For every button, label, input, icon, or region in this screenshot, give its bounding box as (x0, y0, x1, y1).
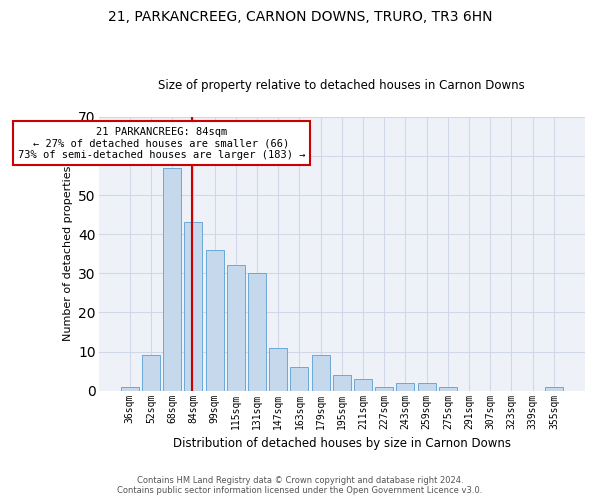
Text: Contains HM Land Registry data © Crown copyright and database right 2024.
Contai: Contains HM Land Registry data © Crown c… (118, 476, 482, 495)
Title: Size of property relative to detached houses in Carnon Downs: Size of property relative to detached ho… (158, 79, 525, 92)
Bar (545, 386, 563, 390)
Bar (142, 356, 160, 390)
Bar (375, 386, 393, 390)
Bar (227, 266, 245, 390)
Bar (121, 386, 139, 390)
Y-axis label: Number of detached properties: Number of detached properties (62, 166, 73, 342)
Text: 21 PARKANCREEG: 84sqm
← 27% of detached houses are smaller (66)
73% of semi-deta: 21 PARKANCREEG: 84sqm ← 27% of detached … (18, 126, 305, 160)
Bar (290, 367, 308, 390)
Bar (248, 274, 266, 390)
Bar (354, 379, 372, 390)
Bar (206, 250, 224, 390)
Bar (333, 375, 351, 390)
X-axis label: Distribution of detached houses by size in Carnon Downs: Distribution of detached houses by size … (173, 437, 511, 450)
Bar (418, 383, 436, 390)
Bar (184, 222, 202, 390)
Bar (163, 168, 181, 390)
Bar (269, 348, 287, 391)
Bar (439, 386, 457, 390)
Bar (311, 356, 329, 390)
Bar (397, 383, 415, 390)
Text: 21, PARKANCREEG, CARNON DOWNS, TRURO, TR3 6HN: 21, PARKANCREEG, CARNON DOWNS, TRURO, TR… (108, 10, 492, 24)
